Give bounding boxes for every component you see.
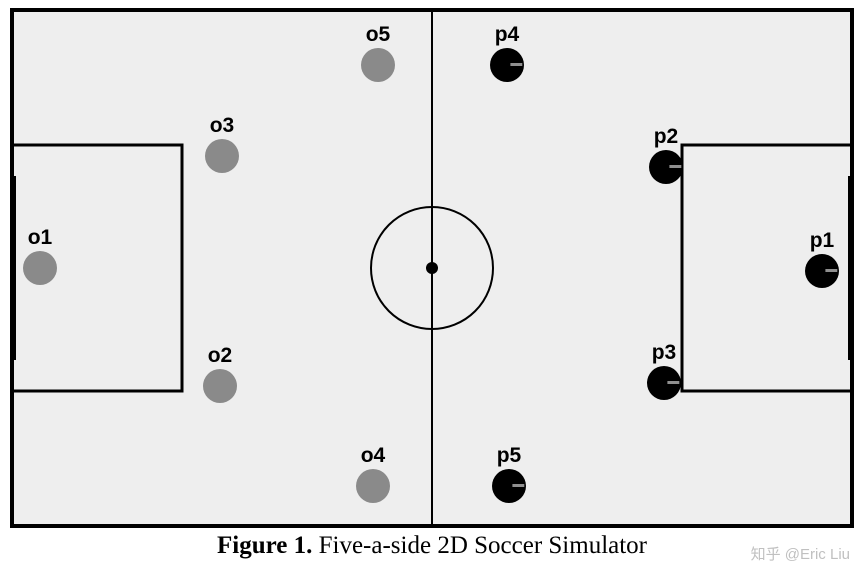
player-label: o5	[366, 23, 391, 46]
player-label: p3	[652, 341, 677, 364]
goal-post-right	[848, 176, 854, 360]
player-marker	[203, 369, 237, 403]
center-dot	[426, 262, 438, 274]
player-label: p4	[495, 23, 520, 46]
player-highlight	[512, 484, 524, 487]
player-label: p5	[497, 444, 522, 467]
player-label: p1	[810, 229, 835, 252]
figure-caption: Figure 1. Five-a-side 2D Soccer Simulato…	[0, 532, 864, 560]
player-highlight	[825, 269, 837, 272]
player-label: o2	[208, 344, 233, 367]
goal-post-left	[10, 176, 16, 360]
player-label: o4	[361, 444, 386, 467]
player-highlight	[667, 381, 679, 384]
soccer-field: o1 o2 o3 o4 o5 p1 p2 p3 p4 p5	[10, 8, 854, 528]
player-highlight	[510, 63, 522, 66]
player-marker	[205, 139, 239, 173]
caption-label: Figure 1.	[217, 532, 312, 559]
player-marker	[361, 48, 395, 82]
player-label: o1	[28, 226, 53, 249]
player-marker	[23, 251, 57, 285]
field-svg: o1 o2 o3 o4 o5 p1 p2 p3 p4 p5	[10, 8, 854, 528]
caption-text: Five-a-side 2D Soccer Simulator	[312, 532, 647, 559]
player-marker	[356, 469, 390, 503]
player-highlight	[669, 165, 681, 168]
player-label: p2	[654, 125, 679, 148]
player-label: o3	[210, 114, 235, 137]
